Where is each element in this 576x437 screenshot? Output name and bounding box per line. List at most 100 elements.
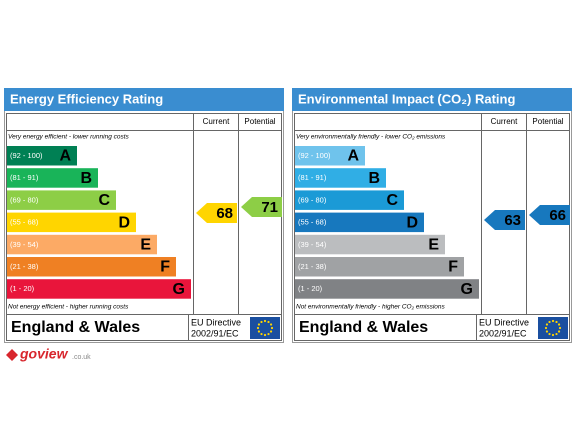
band bbox=[7, 212, 136, 233]
band-range: (21 - 38) bbox=[298, 262, 327, 271]
band bbox=[295, 212, 424, 233]
top-note: Very environmentally friendly - lower CO… bbox=[296, 134, 446, 141]
country: England & Wales bbox=[11, 319, 140, 336]
band-range: (81 - 91) bbox=[298, 173, 327, 182]
rating-arrow bbox=[484, 210, 525, 230]
band-letter: B bbox=[368, 170, 380, 187]
eu-star bbox=[548, 332, 551, 336]
band-letter: G bbox=[173, 281, 185, 298]
band bbox=[295, 257, 464, 277]
band bbox=[295, 279, 479, 299]
band-letter: D bbox=[406, 214, 418, 231]
inner-frame bbox=[294, 113, 570, 341]
band-range: (55 - 68) bbox=[10, 218, 39, 227]
rating-value: 71 bbox=[261, 199, 278, 216]
directive: EU Directive bbox=[479, 317, 529, 327]
band-letter: F bbox=[160, 259, 170, 276]
inner-frame bbox=[6, 113, 282, 341]
logo-suffix: .co.uk bbox=[72, 354, 91, 361]
band-range: (1 - 20) bbox=[298, 284, 323, 293]
eu-star bbox=[557, 330, 561, 333]
band-letter: C bbox=[98, 192, 110, 209]
eu-star bbox=[257, 323, 261, 326]
eu-star bbox=[270, 326, 274, 330]
band bbox=[7, 234, 157, 255]
band-letter: F bbox=[448, 259, 458, 276]
band-range: (92 - 100) bbox=[298, 151, 331, 160]
band bbox=[295, 168, 386, 188]
rating-value: 63 bbox=[504, 212, 521, 229]
band-letter: G bbox=[461, 281, 473, 298]
eu-star bbox=[269, 323, 273, 326]
band-range: (81 - 91) bbox=[10, 173, 39, 182]
eu-star bbox=[551, 319, 555, 323]
eu-star bbox=[545, 330, 549, 333]
eu-flag bbox=[538, 317, 568, 339]
band-range: (39 - 54) bbox=[10, 240, 39, 249]
eu-star bbox=[545, 323, 549, 326]
band-letter: B bbox=[80, 170, 92, 187]
band-range: (69 - 80) bbox=[10, 195, 39, 204]
directive-code: 2002/91/EC bbox=[479, 328, 527, 338]
eu-star bbox=[557, 323, 561, 326]
column-header: Current bbox=[491, 117, 518, 126]
band-letter: D bbox=[118, 214, 130, 231]
directive-code: 2002/91/EC bbox=[191, 328, 239, 338]
band bbox=[7, 257, 176, 277]
band bbox=[7, 190, 116, 210]
band bbox=[7, 146, 77, 166]
eu-star bbox=[267, 332, 270, 336]
band bbox=[295, 190, 404, 210]
eu-star bbox=[260, 332, 263, 336]
eu-star bbox=[263, 333, 267, 337]
rating-value: 68 bbox=[216, 205, 233, 222]
top-note: Very energy efficient - lower running co… bbox=[8, 134, 130, 141]
eu-star bbox=[555, 320, 558, 324]
bottom-note: Not energy efficient - higher running co… bbox=[8, 304, 129, 311]
title-bar bbox=[4, 88, 284, 111]
country: England & Wales bbox=[299, 319, 428, 336]
logo-icon bbox=[6, 349, 18, 361]
eu-star bbox=[269, 330, 273, 333]
band bbox=[7, 168, 98, 188]
band bbox=[295, 234, 445, 255]
panel-title: Energy Efficiency Rating bbox=[10, 91, 163, 106]
eu-star bbox=[256, 326, 260, 330]
band-letter: A bbox=[347, 148, 359, 165]
band-range: (92 - 100) bbox=[10, 151, 43, 160]
band-range: (69 - 80) bbox=[298, 195, 327, 204]
panel-title: Environmental Impact (CO₂) Rating bbox=[298, 91, 515, 106]
logo-name: goview bbox=[19, 346, 69, 362]
eu-flag bbox=[250, 317, 280, 339]
band-range: (55 - 68) bbox=[298, 218, 327, 227]
band bbox=[295, 146, 365, 166]
title-bar bbox=[292, 88, 572, 111]
band bbox=[7, 279, 191, 299]
bottom-note: Not environmentally friendly - higher CO… bbox=[296, 304, 446, 311]
logo: goview .co.uk bbox=[6, 346, 91, 362]
eu-star bbox=[267, 320, 270, 324]
directive: EU Directive bbox=[191, 317, 241, 327]
band-range: (21 - 38) bbox=[10, 262, 39, 271]
rating-arrow bbox=[529, 205, 570, 225]
eu-star bbox=[551, 333, 555, 337]
band-letter: E bbox=[140, 237, 151, 254]
band-letter: A bbox=[59, 148, 71, 165]
eu-star bbox=[544, 326, 548, 330]
rating-arrow bbox=[196, 203, 237, 223]
eu-star bbox=[548, 320, 551, 324]
band-range: (1 - 20) bbox=[10, 284, 35, 293]
column-header: Current bbox=[203, 117, 230, 126]
eu-star bbox=[558, 326, 562, 330]
band-letter: C bbox=[386, 192, 398, 209]
eu-star bbox=[257, 330, 261, 333]
band-letter: E bbox=[428, 237, 439, 254]
column-header: Potential bbox=[244, 117, 275, 126]
band-range: (39 - 54) bbox=[298, 240, 327, 249]
eu-star bbox=[263, 319, 267, 323]
eu-star bbox=[260, 320, 263, 324]
column-header: Potential bbox=[532, 117, 563, 126]
rating-arrow bbox=[241, 197, 282, 217]
